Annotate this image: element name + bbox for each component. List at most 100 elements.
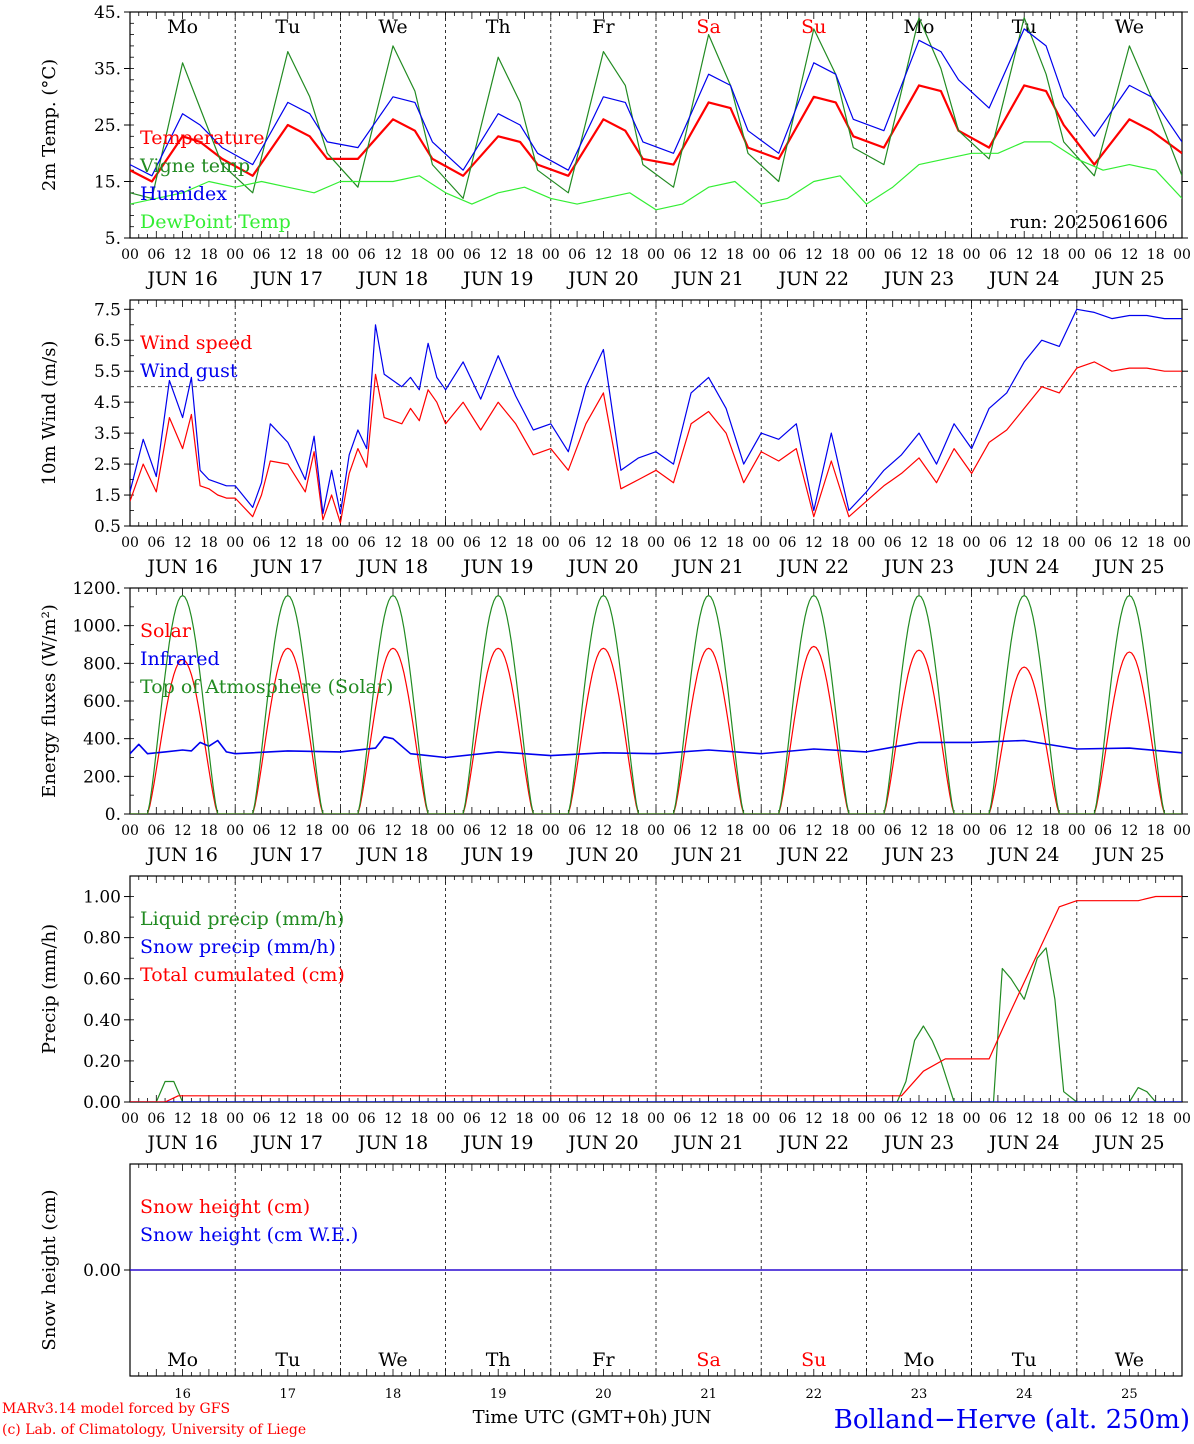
hour-tick-label: 18 xyxy=(1147,1111,1165,1127)
date-label: JUN 21 xyxy=(671,268,743,290)
legend-entry: Top of Atmosphere (Solar) xyxy=(140,676,393,698)
hour-tick-label: 12 xyxy=(594,247,612,263)
series-group xyxy=(130,895,1182,1102)
hour-tick-label: 06 xyxy=(884,247,902,263)
hour-tick-label: 00 xyxy=(542,535,560,551)
hour-tick-label: 00 xyxy=(331,1111,349,1127)
hour-tick-label: 00 xyxy=(857,247,875,263)
weekday-label: Mo xyxy=(167,1349,198,1371)
hour-tick-label: 06 xyxy=(358,535,376,551)
series-group xyxy=(130,17,1182,211)
hour-tick-label: 12 xyxy=(700,247,718,263)
hour-tick-label: 12 xyxy=(1120,247,1138,263)
date-label: JUN 25 xyxy=(1092,268,1164,290)
series-line-humidex xyxy=(130,28,1182,177)
hour-tick-label: 06 xyxy=(779,823,797,839)
hour-tick-label: 18 xyxy=(831,1111,849,1127)
panel-1: 5. 15. 25. 35. 45. 2m Temp. (°C) 00 06 12 18 00 06 1… xyxy=(39,3,1191,290)
legend-entry: Temperature xyxy=(140,127,264,149)
hour-tick-label: 00 xyxy=(1173,535,1191,551)
day-number-label: 20 xyxy=(595,1387,612,1402)
y-tick-label: 3.5 xyxy=(94,424,121,444)
y-tick-label: 0. xyxy=(105,805,121,825)
hour-tick-label: 18 xyxy=(1042,1111,1060,1127)
hour-tick-label: 06 xyxy=(463,535,481,551)
weekday-label: We xyxy=(1115,16,1144,38)
hour-tick-label: 00 xyxy=(437,1111,455,1127)
hour-tick-label: 06 xyxy=(884,535,902,551)
hour-tick-label: 00 xyxy=(857,535,875,551)
hour-tick-label: 12 xyxy=(279,535,297,551)
hour-tick-label: 00 xyxy=(647,247,665,263)
date-label: JUN 24 xyxy=(987,1132,1059,1154)
hour-tick-label: 12 xyxy=(700,823,718,839)
hour-tick-label: 00 xyxy=(542,1111,560,1127)
y-axis-label: 2m Temp. (°C) xyxy=(39,59,60,191)
date-label: JUN 25 xyxy=(1092,556,1164,578)
y-tick-label: 4.5 xyxy=(94,393,121,413)
hour-tick-label: 12 xyxy=(174,535,192,551)
date-label: JUN 20 xyxy=(566,844,638,866)
hour-tick-label: 00 xyxy=(752,823,770,839)
weekday-label: Th xyxy=(486,1349,511,1371)
hour-tick-label: 06 xyxy=(673,1111,691,1127)
hour-tick-label: 06 xyxy=(673,535,691,551)
date-label: JUN 17 xyxy=(251,844,323,866)
hour-tick-label: 06 xyxy=(568,1111,586,1127)
hour-tick-label: 00 xyxy=(226,247,244,263)
y-tick-label: 0.80 xyxy=(83,929,121,949)
date-label: JUN 20 xyxy=(566,556,638,578)
hour-tick-label: 18 xyxy=(410,247,428,263)
hour-tick-label: 06 xyxy=(147,823,165,839)
legend-entry: Snow height (cm W.E.) xyxy=(140,1224,358,1246)
date-label: JUN 17 xyxy=(251,1132,323,1154)
hour-tick-label: 00 xyxy=(752,247,770,263)
hour-tick-label: 18 xyxy=(936,1111,954,1127)
weekday-label: Sa xyxy=(696,1349,720,1371)
hour-tick-label: 12 xyxy=(910,1111,928,1127)
panel-4: 0.00 0.20 0.40 0.60 0.80 1.00 Precip (mm/h) 00 0… xyxy=(39,875,1191,1154)
hour-tick-label: 18 xyxy=(726,247,744,263)
hour-tick-label: 00 xyxy=(857,823,875,839)
weekday-label: Fr xyxy=(592,1349,615,1371)
hour-tick-label: 12 xyxy=(594,823,612,839)
hour-tick-label: 06 xyxy=(358,247,376,263)
day-number-label: 16 xyxy=(174,1387,191,1402)
hour-tick-label: 12 xyxy=(1015,1111,1033,1127)
hour-tick-label: 18 xyxy=(410,535,428,551)
y-tick-label: 0.40 xyxy=(83,1011,121,1031)
hour-tick-label: 18 xyxy=(936,823,954,839)
y-tick-label: 0.60 xyxy=(83,970,121,990)
date-label: JUN 19 xyxy=(461,268,533,290)
weekday-label: We xyxy=(378,16,407,38)
day-number-label: 19 xyxy=(490,1387,507,1402)
hour-tick-label: 18 xyxy=(200,535,218,551)
hour-tick-label: 12 xyxy=(174,823,192,839)
y-tick-label: 0.20 xyxy=(83,1052,121,1072)
hour-tick-label: 12 xyxy=(910,535,928,551)
legend-entry: Humidex xyxy=(140,183,227,205)
y-tick-label: 1000. xyxy=(72,617,121,637)
hour-tick-label: 00 xyxy=(121,247,139,263)
series-line-total-cumulated-cm- xyxy=(130,895,1182,1102)
date-label: JUN 16 xyxy=(145,268,217,290)
model-credit-line1: MARv3.14 model forced by GFS xyxy=(2,1401,230,1417)
hour-tick-label: 12 xyxy=(489,823,507,839)
hour-tick-label: 00 xyxy=(963,1111,981,1127)
hour-tick-label: 06 xyxy=(884,823,902,839)
hour-tick-label: 00 xyxy=(1068,535,1086,551)
series-line-infrared xyxy=(130,736,1182,759)
date-label: JUN 22 xyxy=(777,268,849,290)
hour-tick-label: 00 xyxy=(331,823,349,839)
date-label: JUN 24 xyxy=(987,268,1059,290)
date-label: JUN 25 xyxy=(1092,1132,1164,1154)
y-tick-label: 800. xyxy=(83,654,121,674)
panel-2: 0.5 1.5 2.5 3.5 4.5 5.5 6.5 7.5 10m Wind (m/s) 00… xyxy=(39,299,1191,578)
hour-tick-label: 18 xyxy=(726,1111,744,1127)
hour-tick-label: 06 xyxy=(253,247,271,263)
hour-tick-label: 18 xyxy=(410,1111,428,1127)
hour-tick-label: 18 xyxy=(1147,823,1165,839)
hour-tick-label: 00 xyxy=(647,823,665,839)
day-number-label: 21 xyxy=(700,1387,717,1402)
date-label: JUN 18 xyxy=(356,1132,428,1154)
